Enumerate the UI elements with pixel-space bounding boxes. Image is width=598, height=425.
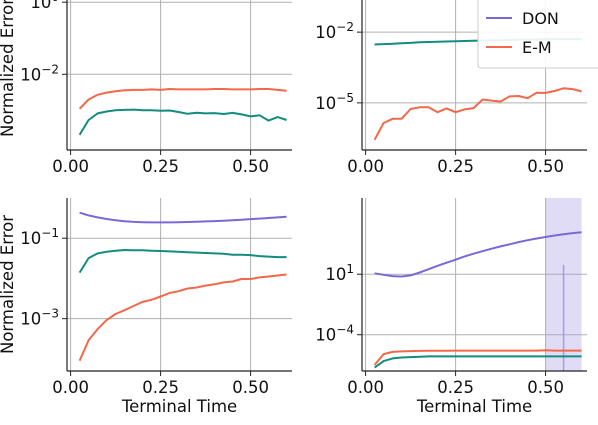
x-axis-label: Terminal Time — [121, 397, 237, 416]
x-tick-label: 0.25 — [437, 378, 474, 397]
x-tick-label: 0.00 — [52, 378, 89, 397]
series-line-unlabeled — [78, 108, 287, 136]
series-line-don — [79, 211, 287, 224]
legend: DON E-M — [477, 0, 598, 69]
x-tick-label: 0.25 — [437, 157, 474, 176]
x-axis-label: Terminal Time — [416, 397, 532, 416]
x-tick-label: 0.00 — [52, 157, 89, 176]
y-tick-label: 101 — [325, 262, 354, 284]
x-tick-label: 0.00 — [347, 378, 384, 397]
y-tick-label: 10−1 — [20, 226, 59, 248]
series-line-e-m — [373, 87, 582, 141]
y-axis-label: Normalized Error — [0, 0, 17, 137]
x-tick-label: 0.50 — [232, 157, 269, 176]
series-line-e-m — [78, 273, 287, 362]
series-line-unlabeled — [374, 355, 582, 369]
y-axis-label: Normalized Error — [0, 215, 17, 354]
series-line-unlabeled — [78, 249, 287, 274]
series-line-e-m — [373, 349, 582, 366]
legend-label-e-m: E-M — [522, 38, 552, 57]
y-tick-label: 10−4 — [315, 323, 354, 345]
x-tick-label: 0.25 — [142, 378, 179, 397]
x-tick-label: 0.00 — [347, 157, 384, 176]
panel-bottom-right: 0.00 0.25 0.50 101 10−4 Terminal Time — [315, 198, 587, 416]
x-tick-label: 0.50 — [527, 378, 564, 397]
y-tick-label: 10−2 — [20, 62, 59, 84]
y-tick-label: 100 — [30, 0, 59, 12]
x-tick-label: 0.25 — [142, 157, 179, 176]
y-tick-label: 10−2 — [315, 20, 354, 42]
legend-label-don: DON — [522, 9, 559, 28]
legend-box — [477, 0, 598, 69]
series-line-e-m — [78, 88, 287, 110]
y-tick-label: 10−5 — [315, 91, 354, 113]
x-tick-label: 0.50 — [232, 378, 269, 397]
series-line-don — [374, 231, 582, 278]
x-tick-label: 0.50 — [527, 157, 564, 176]
y-tick-label: 10−3 — [20, 307, 59, 329]
